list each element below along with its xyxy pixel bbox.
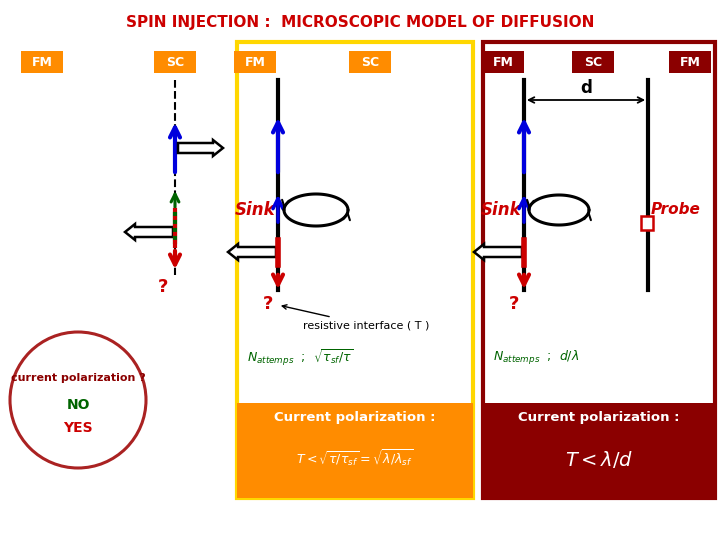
Text: SC: SC	[361, 56, 379, 69]
Text: ?: ?	[509, 295, 519, 313]
Text: FM: FM	[680, 56, 701, 69]
FancyBboxPatch shape	[237, 403, 473, 498]
FancyBboxPatch shape	[572, 51, 614, 73]
Text: $N_{attemps}$  ;  $d/\lambda$: $N_{attemps}$ ; $d/\lambda$	[493, 349, 580, 367]
FancyBboxPatch shape	[349, 51, 391, 73]
Text: d: d	[580, 79, 592, 97]
FancyArrow shape	[228, 244, 276, 260]
Text: YES: YES	[63, 421, 93, 435]
Text: $T < \lambda / d$: $T < \lambda / d$	[564, 449, 633, 470]
Text: ?: ?	[263, 295, 273, 313]
Text: FM: FM	[32, 56, 53, 69]
Text: Sink: Sink	[481, 201, 521, 219]
Text: resistive interface ( T ): resistive interface ( T )	[282, 305, 429, 330]
FancyBboxPatch shape	[21, 51, 63, 73]
Text: Current polarization :: Current polarization :	[518, 411, 680, 424]
FancyBboxPatch shape	[482, 51, 524, 73]
Text: current polarization ?: current polarization ?	[11, 373, 145, 383]
FancyArrow shape	[125, 224, 173, 240]
Text: ?: ?	[158, 278, 168, 296]
Text: SC: SC	[166, 56, 184, 69]
Text: Sink: Sink	[235, 201, 275, 219]
Text: $N_{attemps}$  ;  $\sqrt{\tau_{sf}/\tau}$: $N_{attemps}$ ; $\sqrt{\tau_{sf}/\tau}$	[247, 348, 354, 368]
Text: $T < \sqrt{\tau/\tau_{sf}} = \sqrt{\lambda/\lambda_{sf}}$: $T < \sqrt{\tau/\tau_{sf}} = \sqrt{\lamb…	[297, 448, 413, 469]
Text: Probe: Probe	[651, 202, 701, 218]
FancyBboxPatch shape	[154, 51, 196, 73]
FancyBboxPatch shape	[483, 42, 715, 498]
FancyBboxPatch shape	[237, 42, 473, 498]
FancyArrow shape	[474, 244, 522, 260]
Text: NO: NO	[66, 398, 90, 412]
Text: Current polarization :: Current polarization :	[274, 411, 436, 424]
FancyBboxPatch shape	[234, 51, 276, 73]
FancyBboxPatch shape	[669, 51, 711, 73]
Text: SPIN INJECTION :  MICROSCOPIC MODEL OF DIFFUSION: SPIN INJECTION : MICROSCOPIC MODEL OF DI…	[126, 15, 594, 30]
FancyArrow shape	[178, 140, 223, 156]
Text: SC: SC	[584, 56, 602, 69]
FancyBboxPatch shape	[483, 403, 715, 498]
Text: FM: FM	[492, 56, 513, 69]
Text: FM: FM	[245, 56, 266, 69]
FancyBboxPatch shape	[641, 216, 653, 230]
